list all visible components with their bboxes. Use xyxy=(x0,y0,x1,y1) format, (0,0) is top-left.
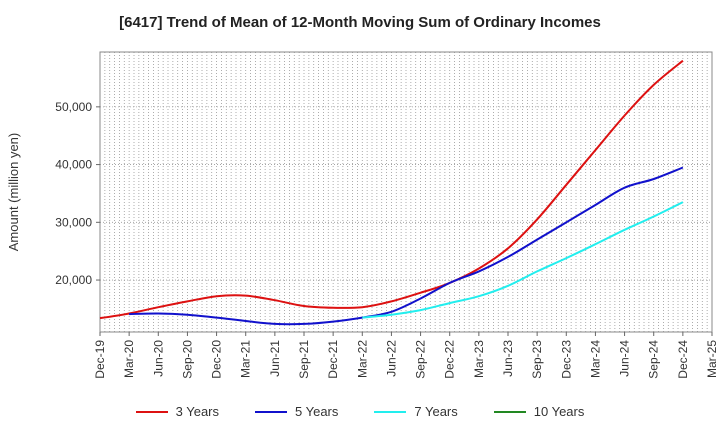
x-tick-label: Sep-23 xyxy=(530,340,544,379)
x-tick-label: Dec-22 xyxy=(443,340,457,379)
x-tick-label: Dec-19 xyxy=(93,340,107,379)
x-tick-label: Jun-20 xyxy=(151,340,165,377)
legend-item-5-years: 5 Years xyxy=(255,404,338,419)
y-axis-label: Amount (million yen) xyxy=(6,133,21,252)
x-tick-label: Jun-24 xyxy=(618,340,632,377)
x-tick-label: Mar-21 xyxy=(239,340,253,378)
x-tick-label: Dec-23 xyxy=(559,340,573,379)
x-tick-label: Jun-22 xyxy=(384,340,398,377)
x-tick-label: Mar-25 xyxy=(705,340,719,378)
y-tick-label: 40,000 xyxy=(55,158,92,172)
y-tick-label: 30,000 xyxy=(55,215,92,229)
legend-label: 5 Years xyxy=(295,404,339,419)
x-tick-label: Sep-20 xyxy=(180,340,194,379)
y-axis: 20,000 30,000 40,000 50,000 xyxy=(55,100,100,287)
y-tick-label: 50,000 xyxy=(55,100,92,114)
x-tick-label: Mar-22 xyxy=(355,340,369,378)
legend-swatch xyxy=(493,410,526,413)
legend-label: 3 Years xyxy=(175,404,219,419)
legend-label: 7 Years xyxy=(414,404,458,419)
chart-title: [6417] Trend of Mean of 12-Month Moving … xyxy=(119,14,601,31)
series-line-5-years xyxy=(129,166,684,326)
x-tick-label: Jun-23 xyxy=(501,340,515,377)
x-tick-label: Sep-22 xyxy=(414,340,428,379)
series-line-3-years xyxy=(99,59,684,320)
series-line-7-years xyxy=(362,201,684,319)
x-tick-label: Mar-24 xyxy=(588,340,602,378)
legend-item-3-years: 3 Years xyxy=(135,404,219,419)
x-tick-label: Dec-24 xyxy=(676,340,690,379)
x-tick-label: Jun-21 xyxy=(268,340,282,377)
legend-item-10-years: 10 Years xyxy=(493,404,585,419)
x-tick-label: Dec-20 xyxy=(210,340,224,379)
x-tick-label: Dec-21 xyxy=(326,340,340,379)
legend-item-7-years: 7 Years xyxy=(374,404,458,419)
legend-swatch xyxy=(135,410,168,413)
legend: 3 Years 5 Years 7 Years 10 Years xyxy=(0,404,720,419)
series-lines xyxy=(99,59,684,326)
legend-swatch xyxy=(255,410,287,413)
x-tick-label: Sep-21 xyxy=(297,340,311,379)
legend-label: 10 Years xyxy=(533,404,585,419)
x-axis: Dec-19 Mar-20 Jun-20 Sep-20 Dec-20 Mar-21 Jun-… xyxy=(93,332,719,379)
plot-frame xyxy=(99,51,713,333)
x-tick-label: Mar-20 xyxy=(122,340,136,378)
y-tick-label: 20,000 xyxy=(55,273,92,287)
x-tick-label: Mar-23 xyxy=(472,340,486,378)
legend-swatch xyxy=(374,410,407,413)
grid xyxy=(100,52,712,332)
x-tick-label: Sep-24 xyxy=(647,340,661,379)
